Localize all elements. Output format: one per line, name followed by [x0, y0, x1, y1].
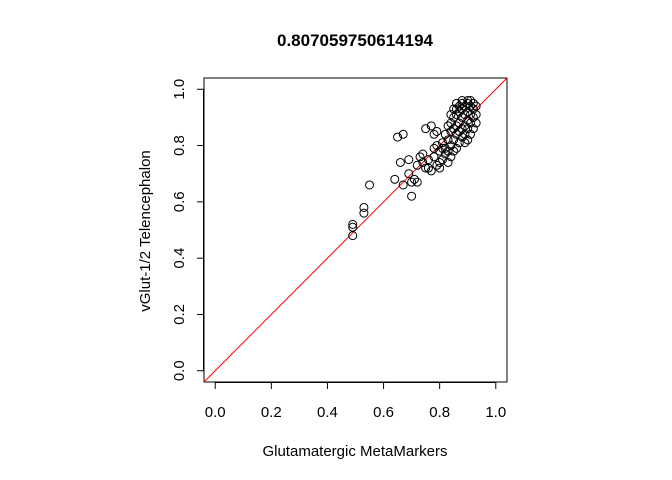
- data-point: [426, 121, 436, 131]
- data-point: [446, 141, 456, 151]
- data-point: [390, 174, 400, 184]
- data-point: [452, 98, 461, 108]
- data-point: [421, 163, 431, 173]
- x-tick-label: 0.2: [261, 404, 282, 421]
- data-point: [468, 124, 478, 134]
- data-point: [426, 166, 436, 176]
- y-tick-label: 0.6: [171, 191, 188, 212]
- data-point: [443, 121, 453, 131]
- data-point: [418, 149, 428, 159]
- x-tick-label: 0.4: [317, 404, 338, 421]
- y-tick-label: 0.8: [171, 135, 188, 156]
- chart-title: 0.807059750614194: [277, 31, 434, 50]
- y-tick-label: 1.0: [171, 79, 188, 100]
- y-tick-label: 0.4: [171, 248, 188, 269]
- data-point: [466, 129, 476, 139]
- data-point: [471, 101, 481, 111]
- data-point: [457, 124, 467, 134]
- data-point: [359, 208, 369, 218]
- data-point: [423, 163, 433, 173]
- data-point: [432, 126, 442, 136]
- data-point: [365, 180, 375, 190]
- data-point: [395, 157, 405, 167]
- data-point: [449, 104, 459, 114]
- data-point: [440, 143, 450, 153]
- data-point: [460, 101, 470, 111]
- data-point: [421, 124, 431, 134]
- y-axis: 0.0 0.2 0.4 0.6 0.8 1.0: [171, 79, 204, 381]
- data-point: [446, 110, 456, 120]
- data-points: [348, 96, 481, 241]
- data-point: [429, 129, 439, 139]
- data-point: [407, 177, 417, 187]
- data-point: [443, 135, 453, 145]
- y-tick-label: 0.2: [171, 304, 188, 325]
- data-point: [452, 104, 461, 114]
- x-tick-label: 0.0: [205, 404, 226, 421]
- data-point: [443, 146, 453, 156]
- data-point: [468, 104, 478, 114]
- data-point: [468, 98, 478, 108]
- x-tick-label: 0.8: [429, 404, 450, 421]
- data-point: [449, 146, 459, 156]
- data-point: [463, 96, 473, 106]
- x-axis-label: Glutamatergic MetaMarkers: [262, 443, 447, 460]
- data-point: [393, 132, 403, 142]
- x-tick-label: 1.0: [485, 404, 506, 421]
- data-point: [412, 177, 422, 187]
- data-point: [348, 222, 358, 232]
- data-point: [463, 98, 473, 108]
- data-point: [429, 143, 439, 153]
- data-point: [409, 174, 419, 184]
- data-point: [404, 155, 414, 165]
- y-tick-label: 0.0: [171, 360, 188, 381]
- data-point: [454, 138, 464, 148]
- data-point: [446, 152, 456, 162]
- data-point: [466, 96, 476, 106]
- data-point: [412, 160, 422, 170]
- data-point: [454, 118, 464, 128]
- data-point: [449, 135, 459, 145]
- x-tick-label: 0.6: [373, 404, 394, 421]
- data-point: [463, 135, 473, 145]
- data-point: [437, 138, 447, 148]
- data-point: [398, 180, 408, 190]
- data-point: [437, 155, 447, 165]
- data-point: [440, 149, 450, 159]
- data-point: [466, 101, 476, 111]
- data-point: [454, 101, 464, 111]
- data-point: [348, 219, 358, 229]
- y-axis-label: vGlut-1/2 Telencephalon: [137, 150, 154, 312]
- data-point: [432, 160, 442, 170]
- data-point: [435, 163, 445, 173]
- data-point: [443, 157, 453, 167]
- data-point: [407, 191, 417, 201]
- data-point: [404, 169, 414, 179]
- data-point: [432, 141, 442, 151]
- data-point: [398, 129, 408, 139]
- data-point: [415, 152, 425, 162]
- data-point: [440, 129, 450, 139]
- data-point: [452, 143, 461, 153]
- data-point: [457, 98, 467, 108]
- data-point: [359, 202, 369, 212]
- data-point: [460, 121, 470, 131]
- x-axis: 0.0 0.2 0.4 0.6 0.8 1.0: [205, 382, 506, 421]
